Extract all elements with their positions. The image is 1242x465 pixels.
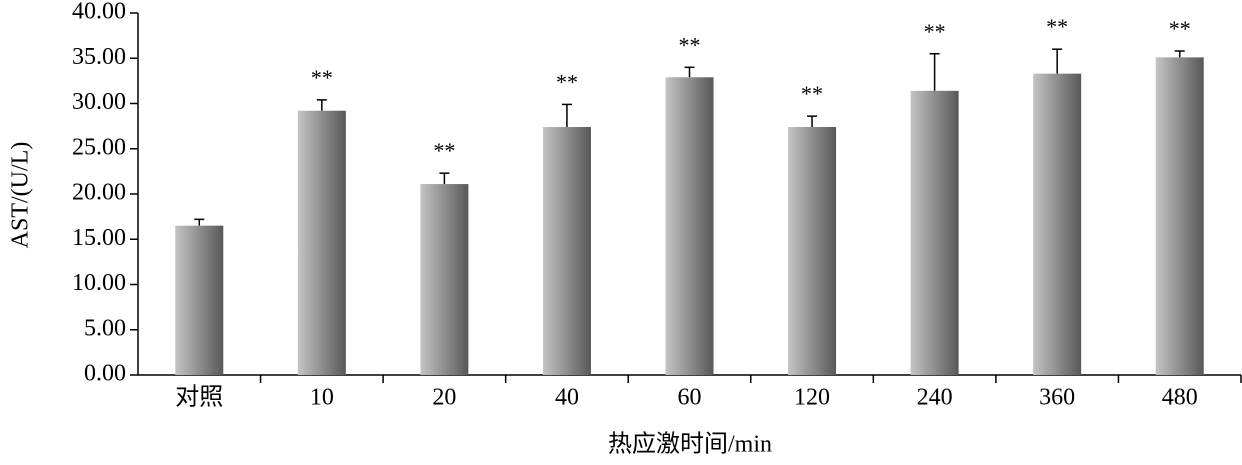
y-tick-label: 0.00 xyxy=(84,361,126,387)
y-tick-label: 15.00 xyxy=(72,225,126,251)
x-axis-title: 热应激时间/min xyxy=(608,431,772,458)
significance-label: ** xyxy=(1169,16,1191,41)
x-tick-label: 360 xyxy=(1039,385,1075,411)
y-tick-label: 10.00 xyxy=(72,270,126,296)
bar xyxy=(665,77,714,375)
bar xyxy=(420,184,469,375)
significance-label: ** xyxy=(433,138,455,163)
y-tick-label: 20.00 xyxy=(72,180,126,206)
y-tick-label: 35.00 xyxy=(72,44,126,70)
significance-label: ** xyxy=(801,81,823,106)
x-tick-label: 120 xyxy=(794,385,830,411)
significance-label: ** xyxy=(1046,14,1068,39)
bar xyxy=(175,225,224,375)
y-tick-label: 40.00 xyxy=(72,0,126,25)
bar xyxy=(297,110,346,376)
bar xyxy=(1155,57,1204,375)
y-tick-label: 5.00 xyxy=(84,315,126,341)
y-axis-title: AST/(U/L) xyxy=(8,142,34,249)
x-tick-label: 20 xyxy=(432,385,456,411)
x-tick-label: 60 xyxy=(678,385,702,411)
significance-label: ** xyxy=(679,32,701,57)
bar xyxy=(910,90,959,375)
x-tick-label: 480 xyxy=(1162,385,1198,411)
significance-label: ** xyxy=(556,69,578,94)
x-tick-label: 对照 xyxy=(175,384,223,411)
significance-label: ** xyxy=(311,65,333,90)
y-tick-label: 30.00 xyxy=(72,89,126,115)
bar xyxy=(1033,73,1082,375)
y-tick-label: 25.00 xyxy=(72,134,126,160)
x-tick-label: 240 xyxy=(917,385,953,411)
bar xyxy=(542,127,591,375)
significance-label: ** xyxy=(924,19,946,44)
bar xyxy=(788,127,837,375)
x-tick-label: 40 xyxy=(555,385,579,411)
x-tick-label: 10 xyxy=(310,385,334,411)
